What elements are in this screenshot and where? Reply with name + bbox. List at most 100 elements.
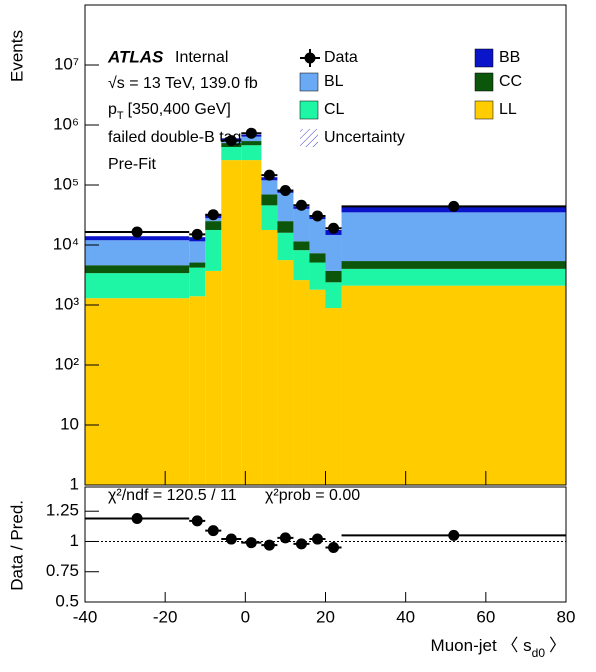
y-tick-label: 1	[70, 531, 79, 550]
stack-segment	[277, 232, 294, 261]
stack-segment	[85, 298, 190, 485]
y-tick-label: 0.5	[55, 591, 79, 610]
stack-segment	[189, 262, 206, 268]
stack-segment	[261, 205, 278, 230]
stack-segment	[309, 289, 326, 485]
x-label-end: 〉	[549, 636, 566, 655]
stack-segment	[309, 253, 326, 263]
stack-segment	[241, 141, 262, 146]
legend-swatch	[474, 72, 494, 92]
stack-segment	[293, 241, 310, 251]
x-tick-label: -40	[73, 607, 98, 626]
x-tick-label: 60	[476, 607, 495, 626]
stack-segment	[189, 296, 206, 485]
data-point	[245, 127, 257, 139]
stack-segment	[341, 268, 566, 286]
data-point	[225, 135, 237, 147]
data-point	[295, 199, 307, 211]
ratio-point	[263, 539, 275, 551]
stack-segment	[241, 145, 262, 161]
pt-range: [350,400 GeV]	[128, 101, 231, 118]
x-label-sub: d0	[532, 646, 546, 660]
x-tick-label: 20	[316, 607, 335, 626]
stack-segment	[325, 270, 342, 283]
y-tick-label: 1	[70, 474, 79, 493]
pt-sub: T	[117, 110, 124, 122]
data-point	[207, 209, 219, 221]
data-point	[131, 226, 143, 238]
data-point	[448, 200, 460, 212]
ratio-point	[448, 529, 460, 541]
stack-segment	[189, 267, 206, 297]
selection-label: failed double-B tag	[108, 129, 241, 146]
stack-segment	[85, 265, 190, 274]
x-label-text: Muon-jet 〈 s	[431, 636, 532, 655]
y-tick-label: 10⁷	[54, 54, 79, 73]
stack-segment	[325, 234, 342, 271]
y-tick-label: 10⁴	[53, 234, 79, 253]
plot-layer: LLCLCCBLBBData11010²10³10⁴10⁵10⁶10⁷0.50.…	[46, 4, 575, 626]
pt-p: p	[108, 101, 117, 118]
y-tick-label: 10	[60, 414, 79, 433]
stack-segment	[85, 273, 190, 299]
stack-segment	[293, 250, 310, 281]
y-tick-label: 10³	[54, 294, 79, 313]
stack-segment	[325, 308, 342, 485]
energy-label: √s = 13 TeV, 139.0 fb	[108, 75, 258, 92]
legend-swatch	[474, 48, 494, 68]
ratio-point	[245, 537, 257, 549]
x-axis-label: Muon-jet 〈 sd0 〉	[431, 636, 566, 660]
y-axis-label: Events	[7, 30, 26, 82]
data-point	[328, 222, 340, 234]
legend-label: Uncertainty	[324, 129, 405, 146]
legend-label: LL	[499, 101, 517, 118]
data-point	[311, 210, 323, 222]
legend-marker	[304, 52, 316, 64]
fit-label: Pre-Fit	[108, 156, 157, 173]
stack-segment	[205, 270, 222, 485]
stack-segment	[309, 219, 326, 254]
ratio-point	[295, 538, 307, 550]
stack-segment	[221, 146, 242, 161]
stack-segment	[205, 229, 222, 271]
stack-segment	[261, 229, 278, 485]
data-point	[191, 228, 203, 240]
chi2-label: χ²/ndf = 120.5 / 11	[108, 487, 237, 504]
legend-swatch	[474, 100, 494, 120]
y-tick-label: 10²	[54, 354, 79, 373]
pt-label: pT [350,400 GeV]	[108, 101, 231, 122]
ratio-point	[225, 533, 237, 545]
stack-segment	[241, 160, 262, 485]
legend-label: CL	[324, 101, 345, 118]
legend-swatch	[299, 100, 319, 120]
prob-label: χ²prob = 0.00	[265, 487, 360, 504]
internal-label: Internal	[175, 49, 228, 66]
legend-label: CC	[499, 73, 522, 90]
stack-segment	[205, 221, 222, 230]
stack-segment	[341, 261, 566, 269]
ratio-point	[191, 515, 203, 527]
ratio-point	[131, 512, 143, 524]
ratio-point	[279, 532, 291, 544]
data-point	[279, 184, 291, 196]
y-tick-label: 10⁶	[53, 114, 79, 133]
ratio-y-axis-label: Data / Pred.	[7, 500, 26, 591]
stack-segment	[277, 192, 294, 222]
stack-segment	[261, 180, 278, 195]
x-tick-label: 0	[241, 607, 250, 626]
x-tick-label: -20	[153, 607, 178, 626]
y-tick-label: 10⁵	[53, 174, 79, 193]
legend-label: BL	[324, 73, 344, 90]
stack-segment	[277, 221, 294, 233]
y-tick-label: 0.75	[46, 561, 79, 580]
data-point	[263, 169, 275, 181]
stack-segment	[189, 241, 206, 263]
stack-segment	[85, 236, 190, 241]
stack-segment	[341, 212, 566, 262]
atlas-label: ATLAS	[107, 47, 164, 66]
stack-segment	[293, 280, 310, 485]
y-tick-label: 1.25	[46, 501, 79, 520]
stack-segment	[241, 136, 262, 142]
stack-segment	[309, 262, 326, 290]
stack-segment	[325, 282, 342, 309]
